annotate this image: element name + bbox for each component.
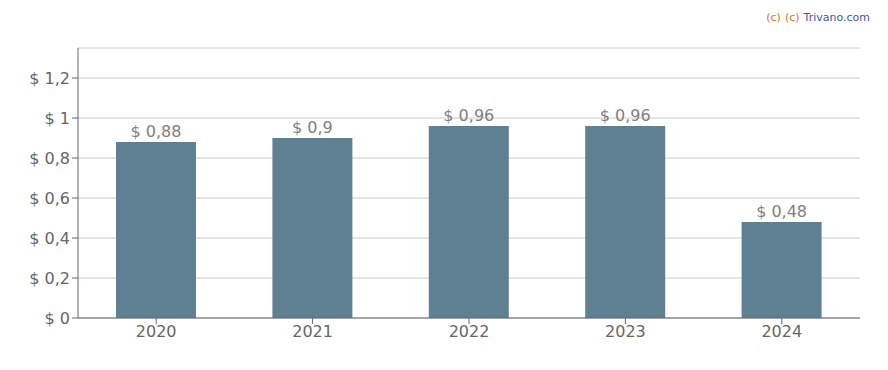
svg-text:$ 0: $ 0 (45, 309, 70, 328)
svg-text:$ 0,96: $ 0,96 (600, 106, 651, 125)
svg-text:2021: 2021 (292, 322, 333, 341)
svg-text:$ 0,9: $ 0,9 (292, 118, 333, 137)
svg-text:2020: 2020 (136, 322, 177, 341)
svg-text:2023: 2023 (605, 322, 646, 341)
svg-text:$ 1: $ 1 (45, 109, 70, 128)
svg-text:2022: 2022 (449, 322, 490, 341)
svg-text:$ 0,8: $ 0,8 (29, 149, 70, 168)
svg-text:$ 0,2: $ 0,2 (29, 269, 70, 288)
svg-text:$ 1,2: $ 1,2 (29, 69, 70, 88)
svg-text:$ 0,4: $ 0,4 (29, 229, 70, 248)
html-text:(c) (c) Trivano.com: (c) (c) Trivano.com (766, 11, 870, 24)
svg-text:$ 0,96: $ 0,96 (443, 106, 494, 125)
svg-text:2024: 2024 (761, 322, 802, 341)
svg-text:$ 0,48: $ 0,48 (756, 202, 807, 221)
svg-text:$ 0,88: $ 0,88 (131, 122, 182, 141)
svg-text:$ 0,6: $ 0,6 (29, 189, 70, 208)
